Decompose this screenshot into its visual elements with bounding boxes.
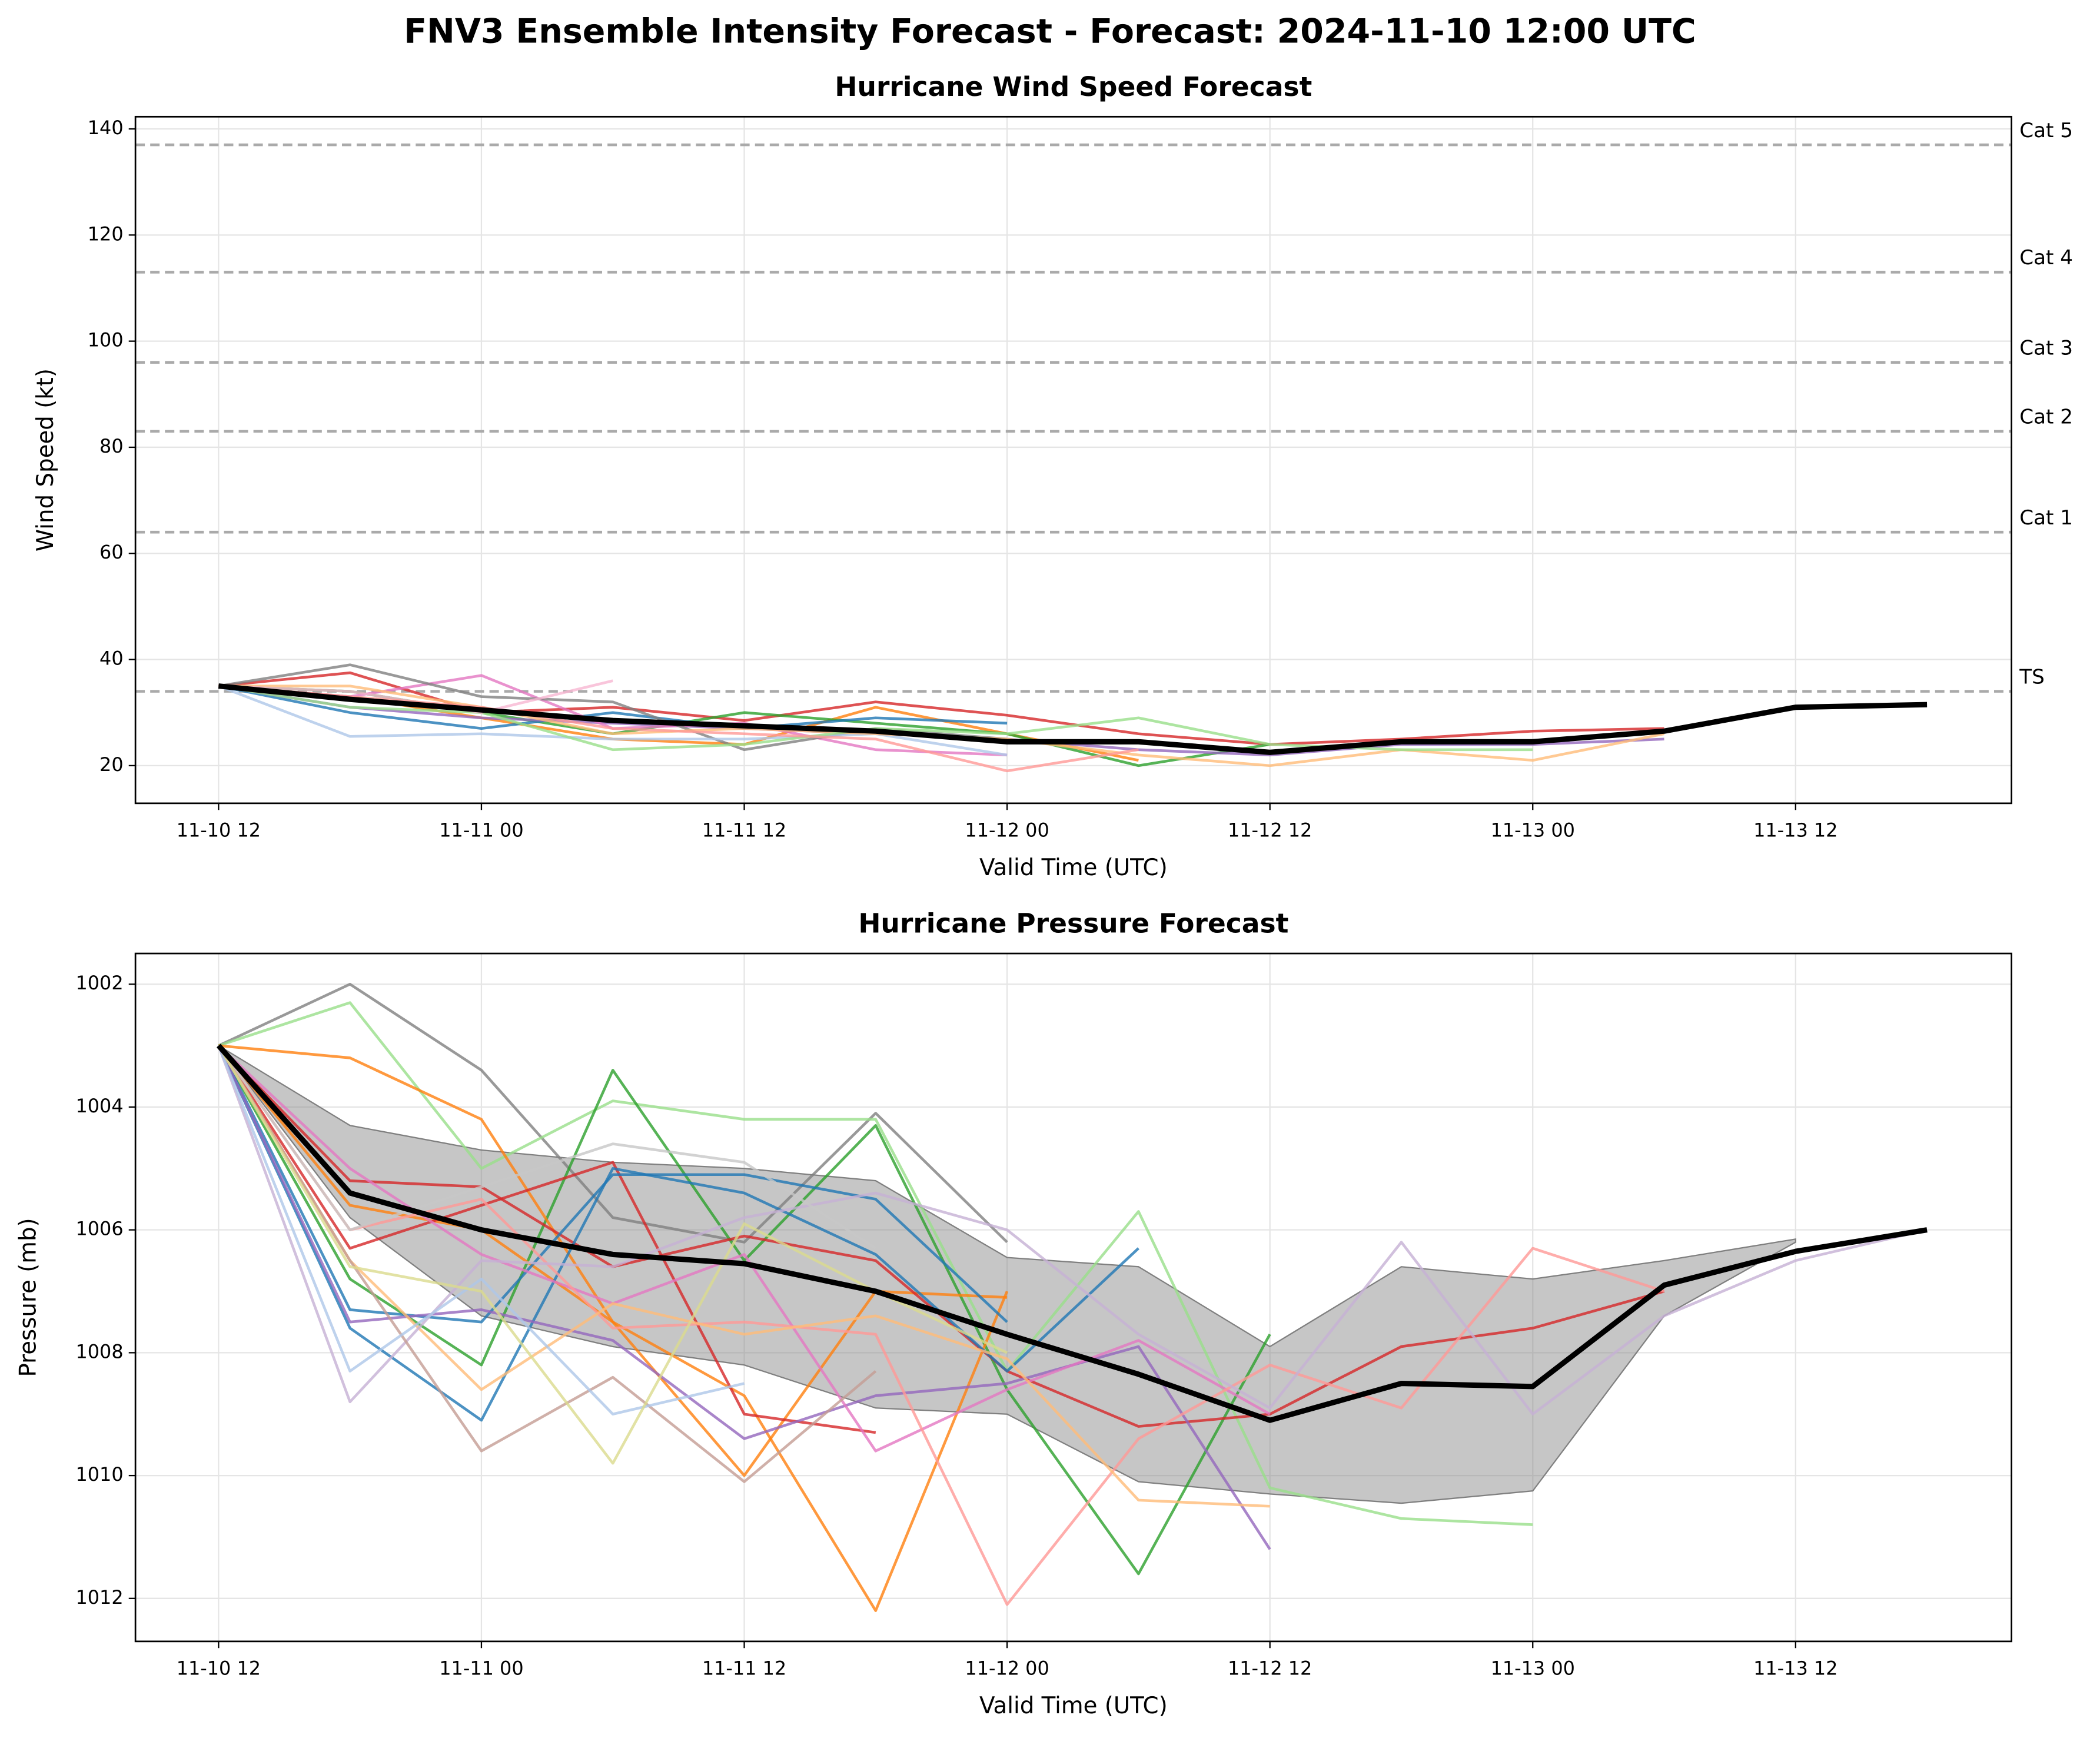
y-tick-label: 20 (99, 753, 124, 776)
x-tick-label: 11-13 12 (1753, 819, 1838, 842)
member-line (217, 1044, 1271, 1453)
x-tick-label: 11-11 00 (439, 819, 523, 842)
x-tick-label: 11-12 12 (1228, 1657, 1312, 1680)
member-line (217, 1045, 877, 1250)
x-tick-label: 11-12 12 (1228, 819, 1312, 842)
x-tick-label: 11-13 12 (1753, 1657, 1838, 1680)
member-line (217, 1045, 745, 1416)
member-line (217, 1044, 1665, 1428)
x-tick-label: 11-10 12 (177, 819, 261, 842)
mean-line (218, 683, 1928, 755)
x-axis-label: Valid Time (UTC) (979, 855, 1168, 881)
member-line (217, 1045, 1271, 1576)
y-tick-label: 140 (88, 117, 124, 139)
member-line (217, 1045, 1009, 1612)
y-tick-label: 1010 (75, 1463, 123, 1486)
y-tick-label: 1012 (75, 1586, 123, 1609)
threshold-label: Cat 3 (2019, 336, 2073, 360)
plot-frame (134, 115, 2012, 805)
member-line (218, 684, 1008, 730)
member-line (217, 1045, 1008, 1324)
y-tick-label: 1006 (75, 1218, 123, 1240)
x-tick-label: 11-11 00 (439, 1657, 523, 1680)
x-tick-label: 11-11 12 (702, 1657, 786, 1680)
member-line (217, 1045, 1270, 1508)
plot-frame (134, 952, 2012, 1643)
x-tick-label: 11-12 00 (965, 819, 1049, 842)
x-axis-label: Valid Time (UTC) (979, 1693, 1168, 1719)
chart-title: Hurricane Pressure Forecast (858, 908, 1288, 939)
x-tick-label: 11-10 12 (177, 1657, 261, 1680)
x-tick-label: 11-13 00 (1491, 819, 1575, 842)
threshold-label: TS (2019, 665, 2045, 689)
member-line (217, 1045, 877, 1483)
y-tick-label: 120 (88, 222, 124, 245)
threshold-label: Cat 5 (2019, 119, 2073, 142)
y-axis-label: Pressure (mb) (15, 1218, 42, 1377)
y-tick-label: 1004 (75, 1095, 123, 1117)
x-tick-label: 11-11 12 (702, 819, 786, 842)
y-tick-label: 80 (99, 435, 124, 457)
member-line (217, 1045, 876, 1434)
mean-line (216, 1044, 1928, 1423)
figure-title: FNV3 Ensemble Intensity Forecast - Forec… (404, 12, 1696, 51)
member-line (217, 1045, 1928, 1416)
threshold-label: Cat 1 (2019, 506, 2073, 530)
y-tick-label: 1008 (75, 1340, 123, 1363)
y-tick-label: 60 (99, 541, 124, 563)
y-tick-label: 1002 (75, 972, 123, 994)
spread-band (218, 1045, 1796, 1504)
member-line (218, 1001, 1533, 1526)
y-axis-label: Wind Speed (kt) (32, 368, 59, 551)
x-tick-label: 11-12 00 (965, 1657, 1049, 1680)
member-line (218, 982, 1008, 1244)
threshold-label: Cat 2 (2019, 406, 2073, 429)
x-tick-label: 11-13 00 (1491, 1657, 1575, 1680)
chart-title: Hurricane Wind Speed Forecast (835, 71, 1312, 102)
y-tick-label: 100 (88, 329, 124, 351)
y-tick-label: 40 (99, 647, 124, 670)
threshold-label: Cat 4 (2019, 246, 2073, 270)
